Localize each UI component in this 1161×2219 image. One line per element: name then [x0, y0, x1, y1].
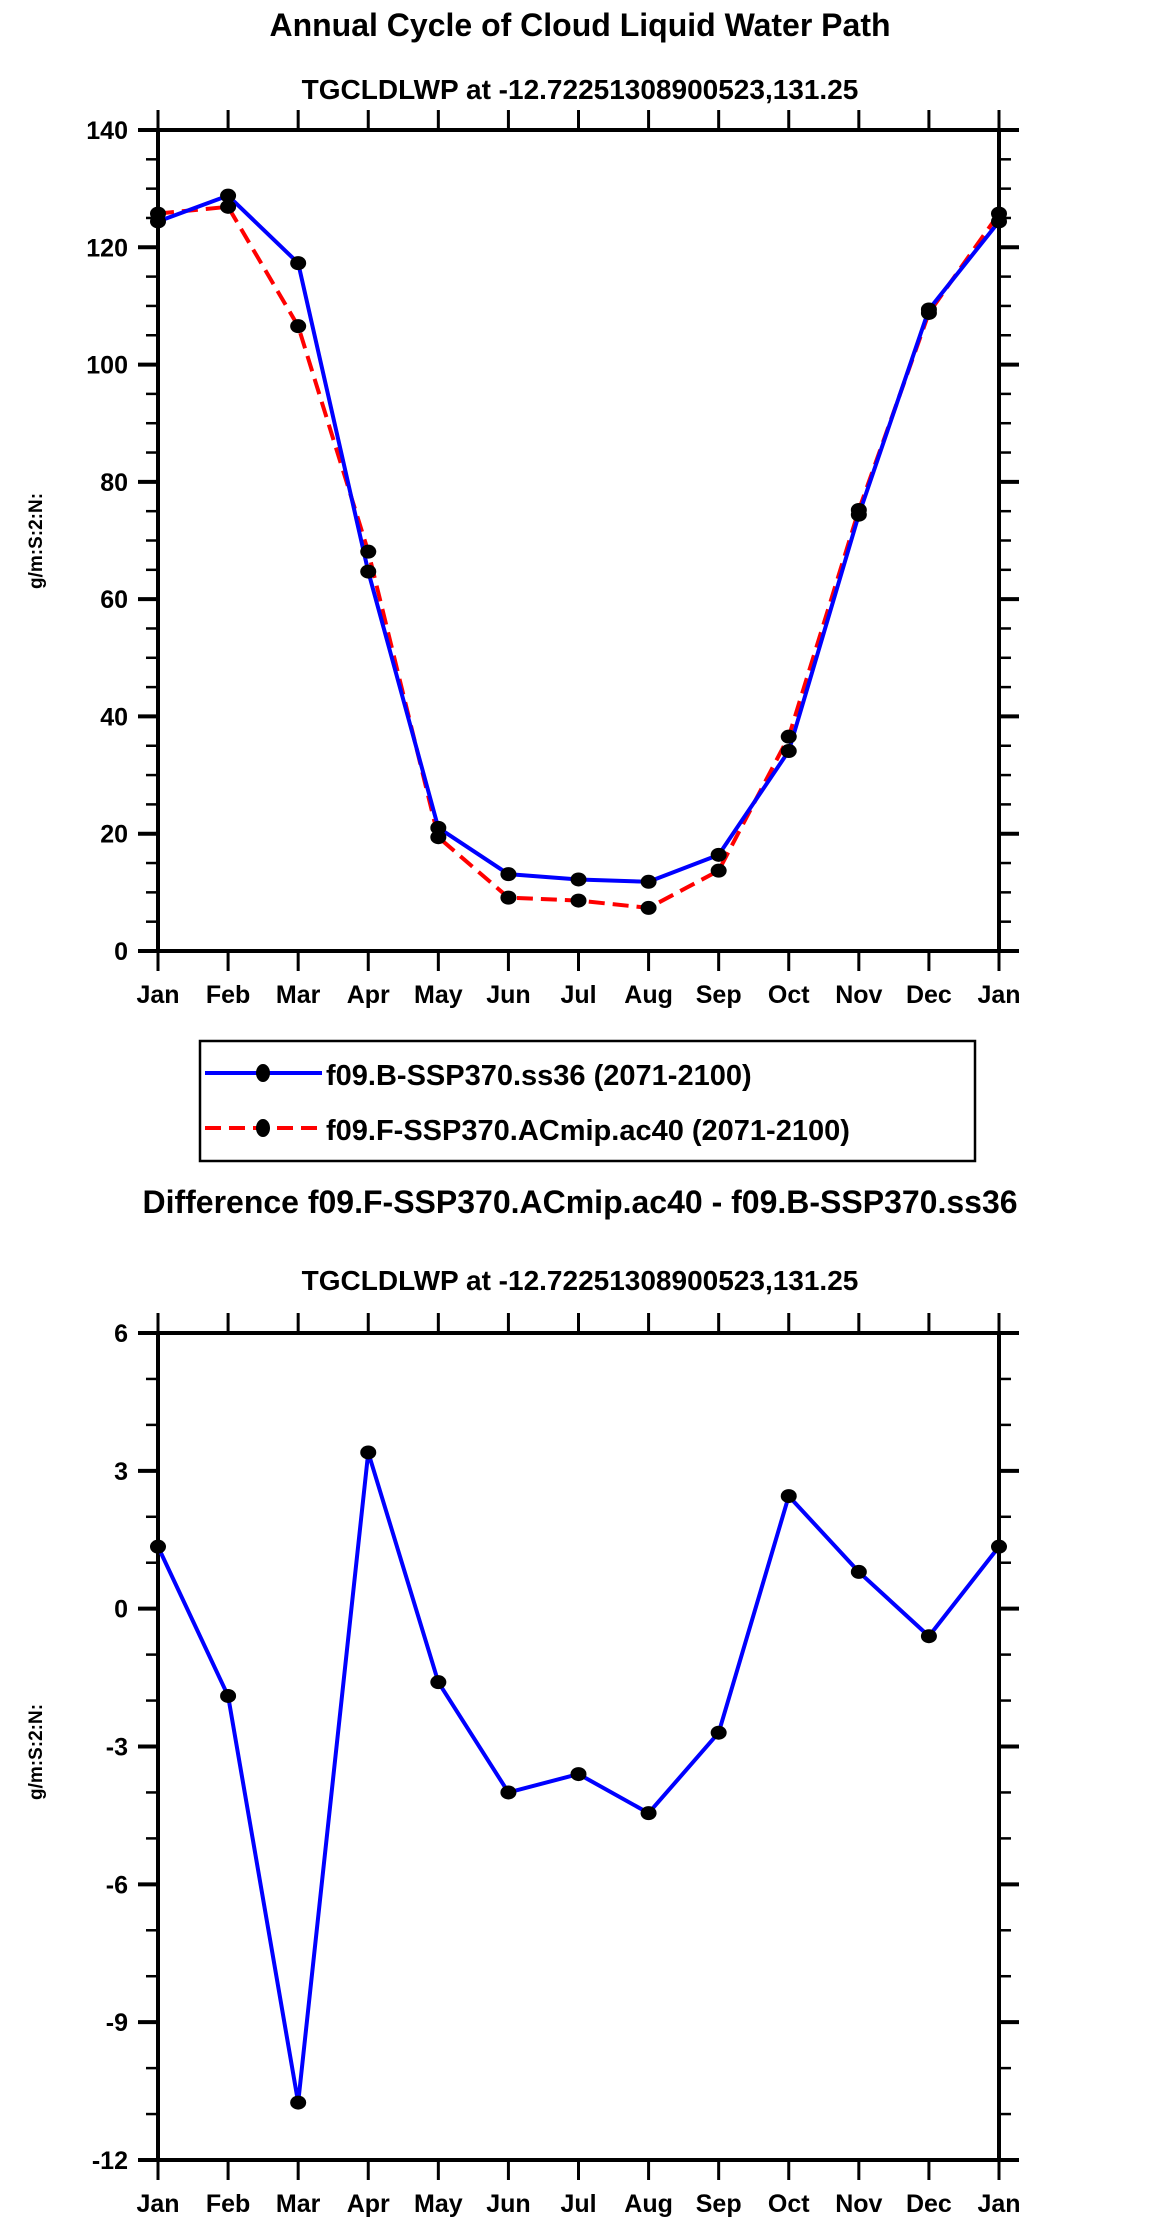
- y-tick-label: -3: [106, 1734, 128, 1762]
- y-axis-label-bottom: g/m:S:2:N:: [26, 1704, 47, 1800]
- y-tick-label: 0: [114, 1596, 128, 1624]
- data-point: [220, 1688, 237, 1703]
- data-point: [430, 830, 447, 845]
- data-point: [500, 867, 517, 882]
- data-point: [850, 1564, 867, 1579]
- x-tick-label: May: [414, 981, 463, 1009]
- x-tick-label: Aug: [624, 2190, 673, 2218]
- data-point: [220, 188, 237, 203]
- x-tick-label: Jan: [977, 2190, 1020, 2218]
- data-point: [570, 872, 587, 887]
- legend: f09.B-SSP370.ss36 (2071-2100) f09.F-SSP3…: [198, 1039, 977, 1163]
- legend-marker-red: [256, 1119, 270, 1137]
- data-point: [780, 1489, 797, 1504]
- data-point: [640, 874, 657, 889]
- data-point: [710, 863, 727, 878]
- y-tick-label: 140: [86, 117, 128, 145]
- x-tick-label: Jan: [977, 981, 1020, 1009]
- data-point: [360, 544, 377, 559]
- data-point: [290, 2095, 307, 2110]
- data-point: [640, 1806, 657, 1821]
- x-tick-label: Mar: [276, 981, 321, 1009]
- legend-label-blue: f09.B-SSP370.ss36 (2071-2100): [326, 1060, 752, 1092]
- data-point: [150, 206, 166, 221]
- x-tick-label: Dec: [906, 2190, 952, 2218]
- x-tick-label: Dec: [906, 981, 952, 1009]
- plot-difference: -12 -9 -6 -3 0 3 6 Jan Feb Mar Apr May Jun Jul Aug Sep O…: [92, 1313, 1021, 2218]
- data-point: [360, 1445, 377, 1460]
- data-point: [780, 729, 797, 744]
- x-tick-label: Jan: [136, 981, 179, 1009]
- y-tick-label: -6: [106, 1871, 128, 1899]
- y-tick-label: 80: [100, 469, 128, 497]
- x-tick-label: Oct: [768, 981, 810, 1009]
- x-tick-label: Feb: [206, 981, 250, 1009]
- x-tick-label: Feb: [206, 2190, 250, 2218]
- chart-title-top: Annual Cycle of Cloud Liquid Water Path: [269, 7, 890, 43]
- data-point: [780, 744, 797, 759]
- x-tick-label: May: [414, 2190, 463, 2218]
- x-tick-label: Jul: [560, 981, 596, 1009]
- y-axis-label-top: g/m:S:2:N:: [26, 493, 47, 589]
- plot-annual-cycle: 0 20 40 60 80 100 120 140 Jan Feb Mar Apr May Jun Jul A…: [86, 110, 1021, 1009]
- data-point: [290, 256, 307, 271]
- y-tick-label: 20: [100, 821, 128, 849]
- data-point: [220, 199, 237, 214]
- x-tick-label: Apr: [347, 981, 390, 1009]
- data-point: [290, 319, 307, 334]
- y-tick-label: 40: [100, 703, 128, 731]
- x-tick-label: Oct: [768, 2190, 810, 2218]
- data-point: [710, 847, 727, 862]
- x-tick-label: Mar: [276, 2190, 321, 2218]
- data-point: [430, 1675, 447, 1690]
- chart-subtitle-top: TGCLDLWP at -12.72251308900523,131.25: [302, 74, 859, 105]
- data-point: [640, 900, 657, 915]
- data-point: [570, 893, 587, 908]
- y-tick-label: -12: [92, 2147, 128, 2175]
- y-tick-label: 0: [114, 938, 128, 966]
- data-point: [850, 503, 867, 518]
- data-point: [360, 564, 377, 579]
- legend-box: [198, 1039, 977, 1163]
- x-tick-label: Jul: [560, 2190, 596, 2218]
- series-line: [157, 204, 1001, 910]
- x-tick-label: Apr: [347, 2190, 390, 2218]
- plot-frame: [156, 128, 1001, 953]
- y-tick-label: 3: [114, 1458, 128, 1486]
- x-tick-label: Aug: [624, 981, 673, 1009]
- data-point: [920, 1629, 937, 1644]
- y-tick-label: -9: [106, 2009, 128, 2037]
- plot-frame: [156, 1331, 1001, 2162]
- data-point: [991, 1539, 1007, 1554]
- x-tick-label: Jun: [486, 2190, 530, 2218]
- data-point: [991, 206, 1007, 221]
- legend-label-red: f09.F-SSP370.ACmip.ac40 (2071-2100): [326, 1115, 850, 1147]
- chart-title-bottom: Difference f09.F-SSP370.ACmip.ac40 - f09…: [142, 1184, 1017, 1220]
- y-tick-label: 100: [86, 352, 128, 380]
- data-point: [570, 1767, 587, 1782]
- legend-marker-blue: [256, 1064, 270, 1082]
- data-point: [710, 1725, 727, 1740]
- data-point: [500, 890, 517, 905]
- y-tick-label: 120: [86, 234, 128, 262]
- data-point: [500, 1785, 517, 1800]
- x-tick-label: Sep: [696, 981, 742, 1009]
- chart-subtitle-bottom: TGCLDLWP at -12.72251308900523,131.25: [302, 1265, 859, 1296]
- y-tick-label: 6: [114, 1320, 128, 1348]
- y-tick-label: 60: [100, 586, 128, 614]
- data-point: [150, 1539, 166, 1554]
- x-tick-label: Nov: [835, 2190, 882, 2218]
- data-point: [920, 305, 937, 320]
- x-tick-label: Nov: [835, 981, 882, 1009]
- x-tick-label: Jun: [486, 981, 530, 1009]
- x-tick-label: Jan: [136, 2190, 179, 2218]
- x-tick-label: Sep: [696, 2190, 742, 2218]
